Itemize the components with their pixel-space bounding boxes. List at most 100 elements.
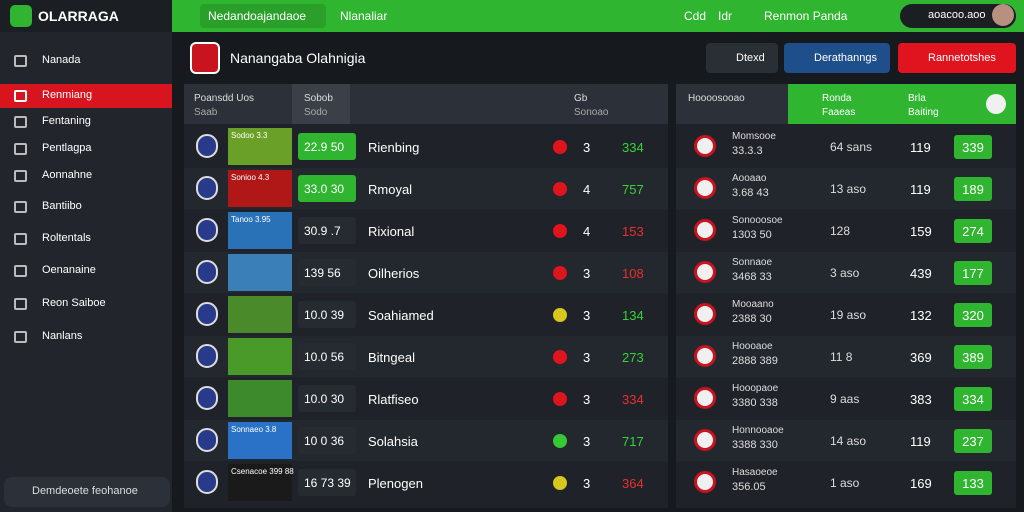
value-button[interactable]: 334 (954, 387, 992, 411)
odds-button[interactable]: 22.9 50 (298, 133, 356, 160)
column-title: Gb (574, 93, 588, 104)
column-title: Brla (908, 93, 926, 104)
value-button[interactable]: 189 (954, 177, 992, 201)
team-sub: 33.3.3 (732, 145, 763, 157)
team-name: Rmoyal (368, 182, 413, 197)
table-header-col (292, 84, 350, 124)
team-icon (694, 429, 716, 451)
status-dot (553, 266, 567, 280)
team-name: Solahsia (368, 434, 418, 449)
team-icon (196, 428, 218, 452)
search-field[interactable]: Nedandoajandaoe (200, 4, 326, 28)
count: 3 (583, 434, 591, 449)
count: 3 (583, 308, 591, 323)
sidebar-icon (14, 298, 27, 310)
team-icon (196, 260, 218, 284)
value-button[interactable]: 177 (954, 261, 992, 285)
column-title: Ronda (822, 93, 852, 104)
header-button[interactable]: Dtexd (706, 43, 778, 73)
stat: 128 (830, 224, 851, 238)
status-dot (553, 350, 567, 364)
team-icon (196, 134, 218, 158)
value: 153 (622, 224, 644, 239)
sidebar-item[interactable]: Nanlans (42, 330, 83, 342)
sidebar-item[interactable]: Renmiang (42, 89, 93, 101)
sidebar-icon (14, 201, 27, 213)
team-name: Sonooosoe (732, 215, 783, 226)
stat: 9 aas (830, 392, 860, 406)
value: 717 (622, 434, 644, 449)
status-dot (553, 224, 567, 238)
odds-button[interactable]: 139 56 (298, 259, 356, 286)
sidebar-item[interactable]: Bantiibo (42, 200, 82, 212)
odds-button[interactable]: 16 73 39 (298, 469, 356, 496)
team-icon (694, 471, 716, 493)
match-thumb: Sonioo 4.3 (228, 170, 292, 207)
value-button[interactable]: 237 (954, 429, 992, 453)
team-name: Mooaano (732, 299, 774, 310)
value-button[interactable]: 133 (954, 471, 992, 495)
status-dot (553, 476, 567, 490)
header-icon[interactable] (986, 94, 1006, 114)
odds-button[interactable]: 10 0 36 (298, 427, 356, 454)
logo-icon (10, 5, 32, 27)
sidebar-item[interactable]: Pentlagpa (42, 142, 92, 154)
top-link[interactable]: Cdd (684, 9, 707, 23)
odds-button[interactable]: 33.0 30 (298, 175, 356, 202)
sidebar-search[interactable]: Demdeoete feohanoe (4, 477, 170, 507)
sidebar-item[interactable]: Roltentals (42, 232, 91, 244)
odds-button[interactable]: 10.0 30 (298, 385, 356, 412)
odds-button[interactable]: 10.0 39 (298, 301, 356, 328)
right-header (676, 84, 788, 124)
value-button[interactable]: 320 (954, 303, 992, 327)
sidebar-item[interactable]: Nanada (42, 54, 81, 66)
count: 3 (583, 140, 591, 155)
team-icon (196, 470, 218, 494)
sidebar-item[interactable]: Reon Saiboe (42, 297, 106, 309)
match-thumb (228, 296, 292, 333)
sidebar-item[interactable]: Oenanaine (42, 264, 96, 276)
value: 273 (622, 350, 644, 365)
sidebar-icon (14, 331, 27, 343)
top-link[interactable]: Idr (718, 9, 733, 23)
value-button[interactable]: 339 (954, 135, 992, 159)
header-button[interactable]: Rannetotshes (898, 43, 1016, 73)
value-button[interactable]: 389 (954, 345, 992, 369)
stat: 11 8 (830, 350, 853, 364)
count: 439 (910, 266, 932, 281)
match-thumb: Sonnaeo 3.8 (228, 422, 292, 459)
odds-button[interactable]: 30.9 .7 (298, 217, 356, 244)
column-title: Sobob (304, 93, 333, 104)
match-thumb (228, 254, 292, 291)
team-name: Honnooaoe (732, 425, 784, 436)
team-icon (196, 218, 218, 242)
value-button[interactable]: 274 (954, 219, 992, 243)
match-thumb (228, 338, 292, 375)
team-sub: 356.05 (732, 481, 766, 493)
stat: 64 sans (830, 140, 873, 154)
count: 119 (910, 140, 931, 155)
sidebar-item[interactable]: Fentaning (42, 115, 91, 127)
sidebar-item[interactable]: Aonnahne (42, 169, 93, 181)
team-sub: 3380 338 (732, 397, 778, 409)
value: 108 (622, 266, 644, 281)
sidebar-icon (14, 265, 27, 277)
count: 383 (910, 392, 932, 407)
team-name: Sonnaoe (732, 257, 773, 268)
team-icon (694, 261, 716, 283)
team-icon (694, 219, 716, 241)
match-thumb (228, 380, 292, 417)
sidebar-icon (14, 90, 27, 102)
stat: 19 aso (830, 308, 867, 322)
header-button[interactable]: Derathanngs (784, 43, 890, 73)
team-icon (694, 387, 716, 409)
top-link[interactable]: Renmon Panda (764, 9, 848, 23)
sidebar-icon (14, 116, 27, 128)
menu-link[interactable]: Nlanaliar (340, 9, 388, 23)
club-badge (190, 42, 220, 74)
odds-button[interactable]: 10.0 56 (298, 343, 356, 370)
brand: OLARRAGA (38, 8, 119, 24)
value: 334 (622, 140, 644, 155)
count: 119 (910, 182, 931, 197)
column-sub: Sonoao (574, 107, 609, 118)
